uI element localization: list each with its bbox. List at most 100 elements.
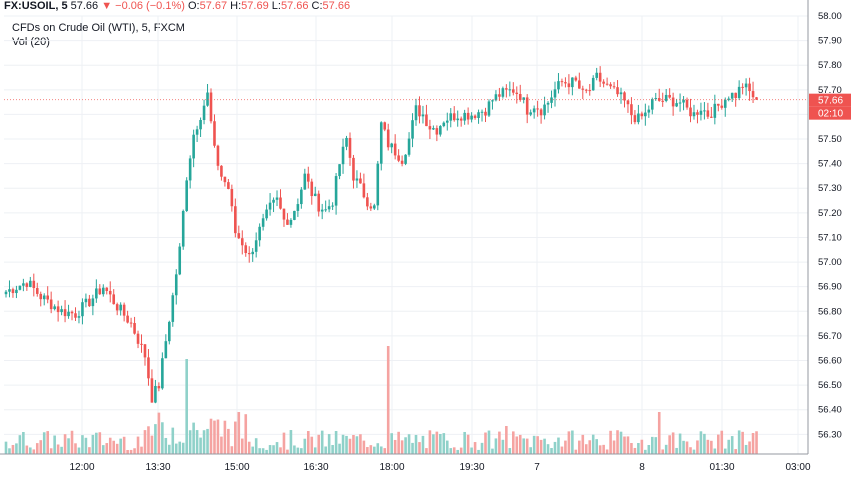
volume-bar [449, 448, 453, 454]
volume-bar [654, 437, 658, 454]
candle-body [571, 77, 574, 88]
volume-bar [22, 431, 25, 454]
candle-body [195, 129, 199, 135]
candle-body [310, 181, 314, 197]
candle-body [598, 72, 602, 82]
price-tag-label: 57.66 [818, 96, 843, 107]
low-label: L: [271, 0, 281, 12]
candle-body [383, 122, 387, 130]
volume-bar [77, 447, 81, 454]
volume-bar [56, 444, 60, 454]
volume-bar [400, 440, 404, 454]
volume-bar [279, 447, 282, 454]
volume-bar [386, 346, 390, 454]
volume-bar [39, 440, 43, 454]
candle-body [463, 112, 466, 121]
chart-header: FX:USOIL, 5 57.66 ▼ −0.06 (−0.1%) O:57.6… [4, 0, 350, 12]
candle-body [484, 111, 487, 116]
candle-body [237, 233, 241, 239]
symbol-label[interactable]: FX:USOIL, 5 [4, 0, 68, 12]
candle-body [657, 98, 661, 101]
volume-bar [425, 448, 428, 454]
volume-bar [18, 435, 22, 454]
candle-body [178, 246, 182, 275]
candle-body [216, 145, 220, 166]
volume-bar [244, 414, 248, 454]
volume-bar [567, 431, 571, 454]
volume-bar [345, 435, 348, 454]
candle-body [706, 110, 710, 117]
candle-body [432, 128, 435, 130]
candle-body [696, 112, 699, 115]
volume-bar [234, 421, 237, 454]
candle-body [174, 274, 178, 296]
candle-body [129, 322, 133, 324]
volume-bar [352, 434, 355, 454]
low-value: 57.66 [280, 0, 309, 12]
volume-bar [390, 433, 393, 454]
candle-body [8, 289, 11, 292]
candle-body [612, 86, 616, 88]
volume-bar [227, 428, 230, 454]
volume-bar [348, 438, 352, 454]
volume-legend[interactable]: Vol (20) [12, 36, 50, 48]
candle-body [494, 94, 498, 101]
last-price: 57.66 [70, 0, 99, 12]
volume-bar [220, 436, 223, 454]
candle-body [477, 112, 480, 119]
volume-bar [439, 434, 442, 454]
candle-body [324, 209, 327, 211]
candle-body [720, 105, 724, 108]
candle-body [338, 164, 341, 177]
y-tick-label: 57.10 [818, 232, 842, 243]
candle-body [84, 298, 88, 303]
candle-body [77, 316, 81, 318]
candle-body [400, 160, 404, 164]
volume-bar [581, 434, 585, 454]
volume-bar [557, 437, 560, 454]
volume-bar [338, 443, 341, 454]
volume-bar [95, 432, 98, 454]
volume-bar [491, 448, 494, 454]
candle-body [511, 89, 515, 93]
x-tick-label: 16:30 [303, 462, 328, 473]
volume-bar [532, 435, 536, 454]
candle-body [584, 89, 588, 91]
volume-bar [452, 447, 456, 454]
volume-bar [174, 443, 178, 454]
volume-bar [421, 435, 425, 454]
volume-bar [70, 430, 74, 454]
volume-bar [619, 431, 623, 454]
volume-bar [717, 434, 720, 454]
candle-body [289, 219, 293, 225]
volume-bar [265, 449, 268, 454]
volume-bar [171, 427, 175, 454]
candle-body [602, 81, 605, 84]
volume-bar [699, 431, 703, 454]
volume-bar [407, 434, 411, 454]
series-legend[interactable]: CFDs on Crude Oil (WTI), 5, FXCM [12, 22, 185, 34]
candle-body [609, 84, 612, 87]
volume-bar [237, 412, 241, 454]
candle-body [459, 118, 463, 121]
candle-body [456, 118, 460, 121]
volume-bar [623, 436, 626, 454]
volume-bar [435, 431, 439, 454]
candle-body [46, 295, 49, 300]
candle-body [407, 138, 411, 155]
x-tick-label: 01:30 [709, 462, 734, 473]
candle-body [147, 357, 150, 379]
volume-bar [29, 447, 32, 454]
close-label: C: [311, 0, 323, 12]
volume-bar [637, 442, 640, 454]
volume-bar [605, 449, 609, 454]
volume-bar [136, 436, 140, 454]
candle-body [122, 304, 126, 316]
candle-body [56, 306, 60, 313]
candle-body [637, 113, 640, 123]
candle-body [67, 311, 70, 317]
candle-body [275, 197, 279, 200]
volume-bar [275, 442, 279, 454]
volume-bar [383, 448, 387, 454]
